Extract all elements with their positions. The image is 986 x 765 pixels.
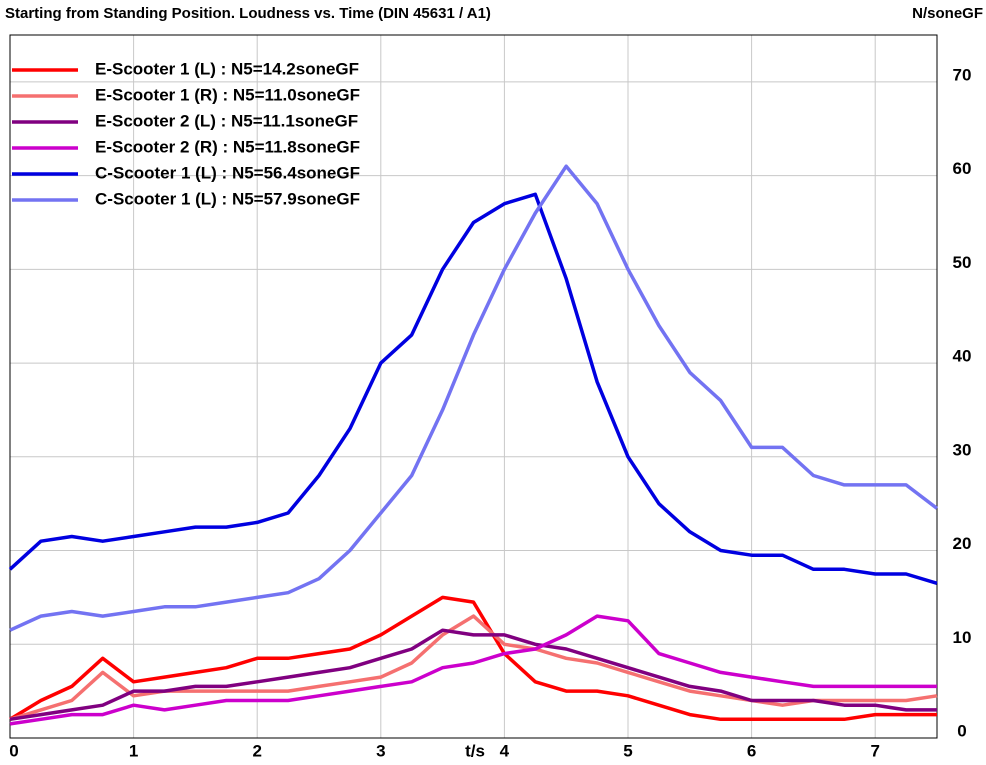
x-tick-label: 0 <box>9 741 18 760</box>
series-line <box>9 614 937 726</box>
legend-label: C-Scooter 1 (L) : N5=57.9soneGF <box>95 189 360 208</box>
x-tick-label: 1 <box>129 741 138 760</box>
x-tick-label: 4 <box>500 741 510 760</box>
x-tick-label: 3 <box>376 741 385 760</box>
chart-title: Starting from Standing Position. Loudnes… <box>5 5 491 22</box>
series-line <box>9 614 938 721</box>
series-line <box>9 595 937 722</box>
y-tick-label: 50 <box>953 253 972 272</box>
plot-border <box>9 34 938 739</box>
series-line <box>8 192 938 585</box>
x-tick-label: 7 <box>870 741 879 760</box>
x-tick-label: 5 <box>623 741 632 760</box>
legend-label: E-Scooter 2 (L) : N5=11.1soneGF <box>95 111 358 130</box>
legend-label: C-Scooter 1 (L) : N5=56.4soneGF <box>95 163 360 182</box>
legend-label: E-Scooter 2 (R) : N5=11.8soneGF <box>95 137 360 156</box>
y-tick-label: 40 <box>953 347 972 366</box>
legend-label: E-Scooter 1 (R) : N5=11.0soneGF <box>95 85 360 104</box>
y-axis-label: N/soneGF <box>912 5 983 22</box>
y-tick-label: 10 <box>953 628 972 647</box>
series-line <box>9 164 939 632</box>
series-line <box>9 628 937 722</box>
y-tick-label: 70 <box>953 65 972 84</box>
x-tick-label: 2 <box>252 741 261 760</box>
x-axis-label: t/s <box>465 741 485 760</box>
x-tick-label: 6 <box>747 741 756 760</box>
y-tick-label: 20 <box>953 534 972 553</box>
y-tick-label: 60 <box>953 159 972 178</box>
y-tick-label: 30 <box>953 440 972 459</box>
y-tick-label: 0 <box>957 721 966 740</box>
legend-label: E-Scooter 1 (L) : N5=14.2soneGF <box>95 59 359 78</box>
